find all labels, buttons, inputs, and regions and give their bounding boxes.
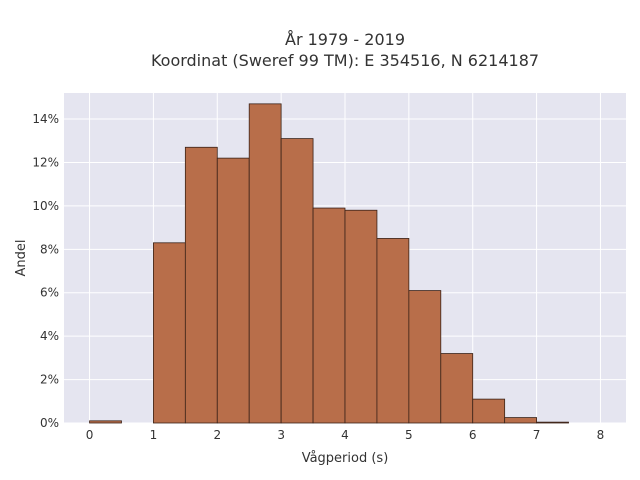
y-tick-label: 8% bbox=[40, 242, 59, 256]
histogram-bar bbox=[376, 238, 410, 424]
x-tick-label: 8 bbox=[597, 428, 605, 442]
x-tick-label: 3 bbox=[277, 428, 285, 442]
histogram-bar bbox=[89, 420, 122, 424]
histogram-bar bbox=[248, 103, 282, 424]
histogram-bar bbox=[184, 146, 218, 424]
y-tick-label: 6% bbox=[40, 286, 59, 300]
y-tick-label: 2% bbox=[40, 373, 59, 387]
histogram-bar bbox=[440, 353, 474, 424]
x-tick-label: 5 bbox=[405, 428, 413, 442]
histogram-bar bbox=[280, 138, 314, 424]
x-axis-title: Vågperiod (s) bbox=[302, 451, 389, 466]
y-axis-ticks: 0% 2% 4% 6% 8% 10% 12% 14% bbox=[32, 112, 59, 430]
chart-title-line-1: År 1979 - 2019 bbox=[285, 30, 405, 49]
x-tick-label: 2 bbox=[213, 428, 221, 442]
x-tick-label: 4 bbox=[341, 428, 349, 442]
histogram-bar bbox=[312, 207, 346, 424]
x-tick-label: 1 bbox=[150, 428, 158, 442]
chart-title-line-2: Koordinat (Sweref 99 TM): E 354516, N 62… bbox=[151, 51, 539, 70]
y-tick-label: 14% bbox=[32, 112, 59, 126]
x-axis-ticks: 0 1 2 3 4 5 6 7 8 bbox=[86, 428, 605, 442]
histogram-bar bbox=[408, 290, 442, 424]
x-tick-label: 0 bbox=[86, 428, 94, 442]
histogram-bar bbox=[153, 242, 186, 424]
y-axis-title: Andel bbox=[14, 240, 29, 277]
histogram-bar bbox=[216, 157, 250, 424]
y-tick-label: 10% bbox=[32, 199, 59, 213]
histogram-bar bbox=[344, 209, 378, 424]
histogram-bar bbox=[536, 421, 569, 424]
histogram-bar bbox=[472, 398, 506, 424]
y-tick-label: 12% bbox=[32, 155, 59, 169]
x-tick-label: 6 bbox=[469, 428, 477, 442]
bars bbox=[89, 103, 569, 424]
y-tick-label: 0% bbox=[40, 416, 59, 430]
x-tick-label: 7 bbox=[533, 428, 541, 442]
y-tick-label: 4% bbox=[40, 329, 59, 343]
histogram-bar bbox=[504, 417, 537, 424]
